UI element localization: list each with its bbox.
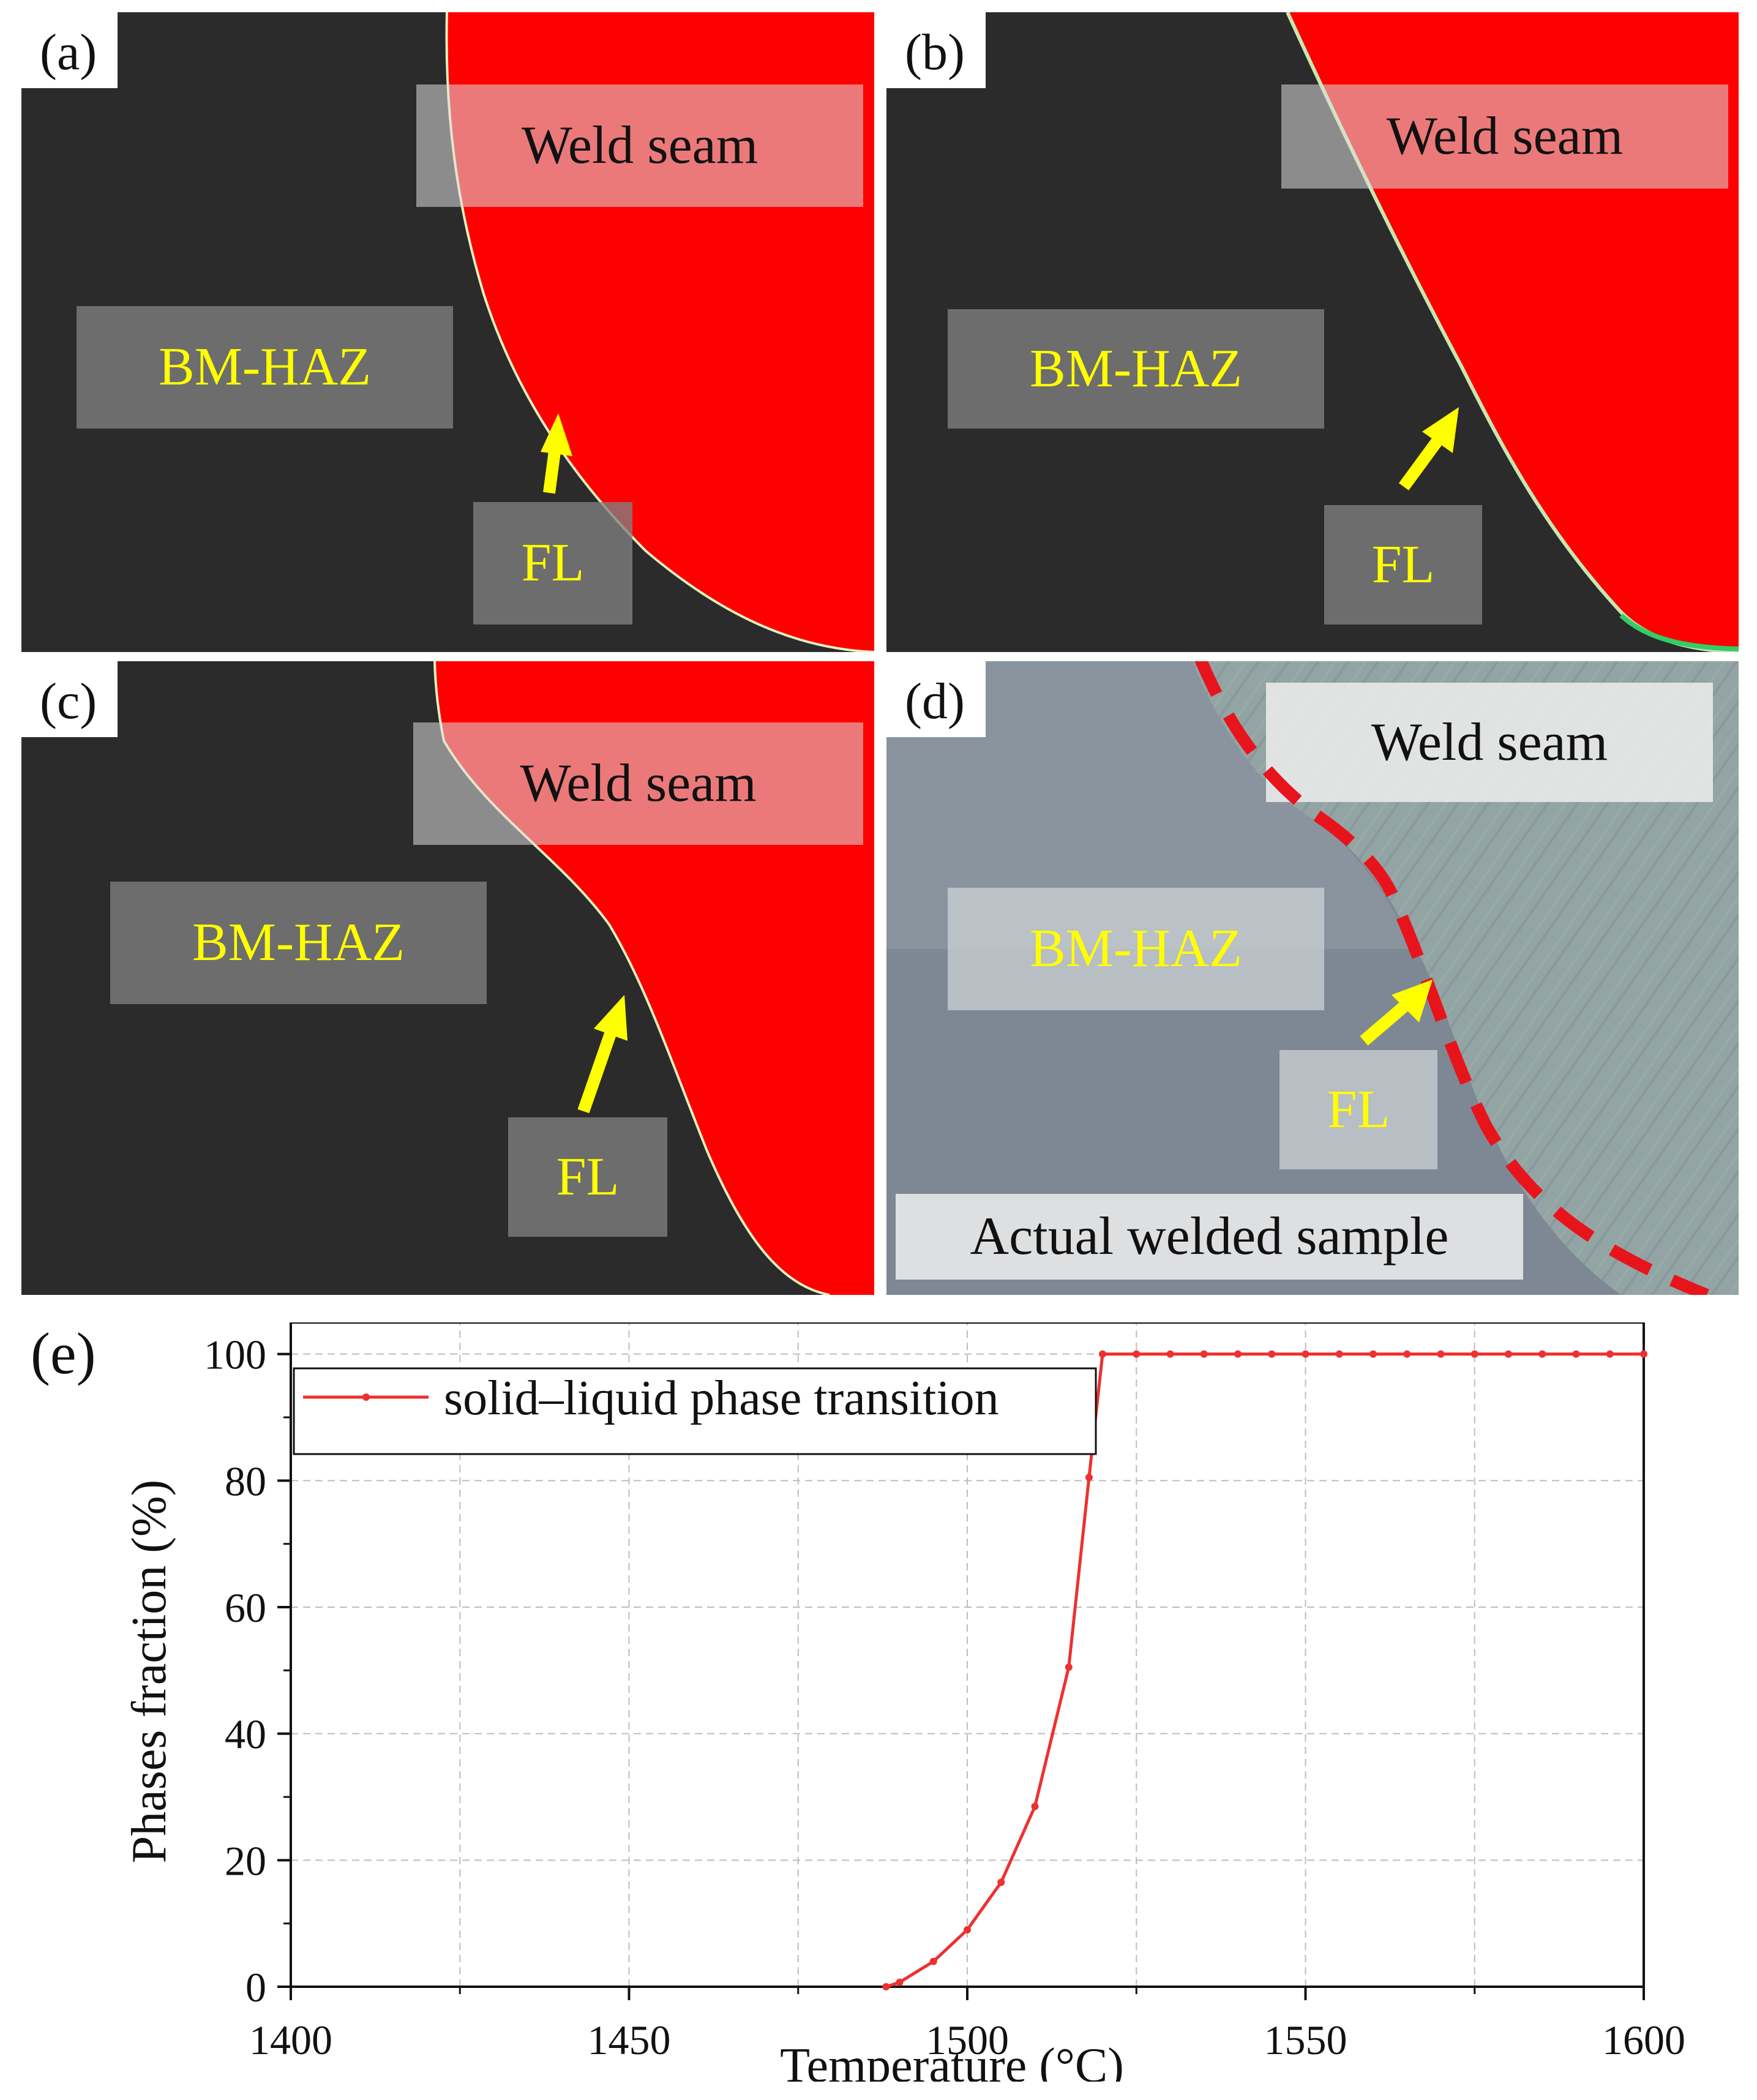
panel-b-fl-label: FL bbox=[1324, 505, 1482, 624]
data-point bbox=[896, 1978, 904, 1986]
panel-d-fl-label: FL bbox=[1279, 1050, 1437, 1169]
y-tick-label: 40 bbox=[225, 1711, 266, 1758]
data-point bbox=[1369, 1350, 1377, 1358]
panel-c-fl-label: FL bbox=[508, 1117, 667, 1237]
data-point bbox=[1403, 1350, 1411, 1358]
panel-b-label: (b) bbox=[886, 12, 986, 88]
panel-a-fl-label: FL bbox=[473, 502, 632, 624]
data-point bbox=[1166, 1350, 1174, 1358]
panel-d-weld-seam-label: Weld seam bbox=[1266, 683, 1713, 802]
data-point bbox=[1133, 1350, 1141, 1358]
y-tick-label: 80 bbox=[225, 1458, 266, 1504]
data-point bbox=[997, 1878, 1005, 1886]
panel-d-bm-haz-label: BM-HAZ bbox=[948, 888, 1324, 1010]
panel-c-bm-haz-label: BM-HAZ bbox=[110, 882, 487, 1004]
y-tick-label: 20 bbox=[225, 1837, 266, 1884]
data-point bbox=[1505, 1350, 1512, 1358]
panel-c-label: (c) bbox=[21, 661, 118, 737]
data-point bbox=[882, 1983, 890, 1990]
data-point bbox=[1640, 1350, 1647, 1358]
legend: solid–liquid phase transition bbox=[293, 1367, 1097, 1455]
x-tick-label: 1400 bbox=[249, 2017, 332, 2063]
data-point bbox=[1031, 1802, 1039, 1810]
panel-b-bm-haz-label: BM-HAZ bbox=[948, 309, 1324, 429]
panel-c-weld-seam-label: Weld seam bbox=[413, 722, 863, 845]
data-point bbox=[1538, 1350, 1546, 1358]
legend-box bbox=[293, 1367, 1097, 1455]
data-point bbox=[1437, 1350, 1445, 1358]
data-point bbox=[1099, 1350, 1106, 1358]
x-tick-label: 1450 bbox=[588, 2017, 671, 2063]
y-axis-label: Phases fraction (%) bbox=[122, 1480, 176, 1863]
data-point bbox=[1085, 1474, 1093, 1482]
data-point bbox=[1302, 1350, 1309, 1358]
data-point bbox=[1572, 1350, 1580, 1358]
y-tick-label: 100 bbox=[204, 1332, 266, 1378]
x-tick-label: 1550 bbox=[1264, 2017, 1347, 2063]
data-point bbox=[964, 1926, 971, 1933]
series-lines bbox=[882, 1350, 1647, 1990]
panel-b-weld-seam-label: Weld seam bbox=[1281, 84, 1728, 189]
data-point bbox=[1335, 1350, 1343, 1358]
panel-a: (a) Weld seam BM-HAZ FL bbox=[21, 12, 874, 652]
x-axis-label: Temperature (°C) bbox=[780, 2039, 1124, 2082]
axis-ticks: 1400 1450 1500 1550 1600 0 20 40 60 80 100 bbox=[204, 1332, 1685, 2063]
x-tick-label: 1500 bbox=[926, 2017, 1009, 2063]
legend-marker-icon bbox=[362, 1393, 370, 1401]
panel-a-weld-seam-label: Weld seam bbox=[416, 84, 863, 207]
y-tick-label: 0 bbox=[245, 1964, 266, 2011]
data-point bbox=[1200, 1350, 1208, 1358]
data-point bbox=[1065, 1663, 1073, 1671]
data-point bbox=[1606, 1350, 1614, 1358]
data-point bbox=[1268, 1350, 1276, 1358]
y-tick-label: 60 bbox=[225, 1584, 266, 1631]
legend-label: solid–liquid phase transition bbox=[444, 1371, 999, 1425]
x-tick-label: 1600 bbox=[1602, 2017, 1685, 2063]
data-point bbox=[1234, 1350, 1242, 1358]
panel-d: (d) Weld seam BM-HAZ FL Actual welded sa… bbox=[886, 661, 1739, 1295]
panel-d-label: (d) bbox=[886, 661, 986, 737]
data-point bbox=[929, 1957, 937, 1965]
panel-a-bm-haz-label: BM-HAZ bbox=[77, 306, 453, 429]
panel-e-label: (e) bbox=[31, 1321, 96, 1386]
data-point bbox=[1470, 1350, 1478, 1358]
panel-c: (c) Weld seam BM-HAZ FL bbox=[21, 661, 874, 1295]
panel-b: (b) Weld seam BM-HAZ FL bbox=[886, 12, 1739, 652]
phase-fraction-chart: 1400 1450 1500 1550 1600 0 20 40 60 80 100 solid–l… bbox=[122, 1322, 1685, 2082]
panel-a-label: (a) bbox=[21, 12, 118, 88]
panel-d-caption: Actual welded sample bbox=[896, 1194, 1523, 1280]
